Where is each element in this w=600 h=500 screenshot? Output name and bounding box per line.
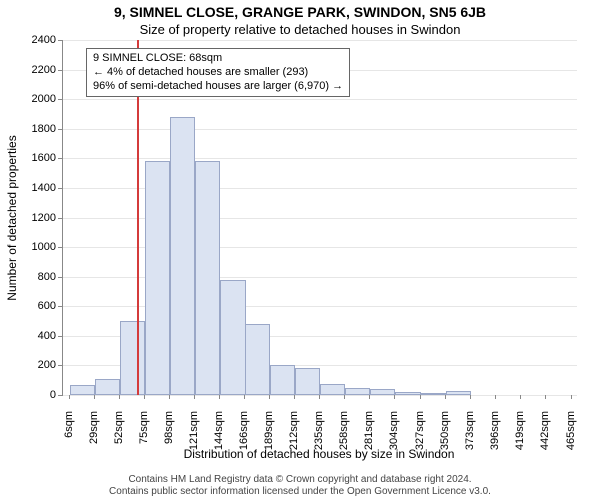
chart-title-main: 9, SIMNEL CLOSE, GRANGE PARK, SWINDON, S… — [0, 4, 600, 20]
annotation-line: 96% of semi-detached houses are larger (… — [93, 80, 343, 94]
gridline — [63, 247, 577, 248]
y-tick-label: 1400 — [18, 182, 56, 194]
footer-line-2: Contains public sector information licen… — [109, 486, 491, 497]
gridline — [63, 218, 577, 219]
y-tick-label: 0 — [18, 389, 56, 401]
histogram-bar — [195, 161, 220, 395]
x-tick-label: 144sqm — [213, 411, 225, 451]
gridline — [63, 306, 577, 307]
x-tick-label: 419sqm — [514, 411, 526, 451]
histogram-bar — [120, 321, 145, 395]
histogram-bar — [421, 393, 446, 395]
gridline — [63, 40, 577, 41]
x-tick-label: 281sqm — [363, 411, 375, 451]
histogram-bar — [220, 280, 245, 395]
y-tick-label: 2400 — [18, 34, 56, 46]
gridline — [63, 158, 577, 159]
histogram-bar — [245, 324, 270, 395]
x-tick-label: 304sqm — [388, 411, 400, 451]
histogram-bar — [395, 392, 420, 395]
y-tick-label: 2000 — [18, 93, 56, 105]
x-tick-label: 98sqm — [163, 411, 175, 451]
histogram-bar — [345, 388, 370, 395]
x-tick-label: 350sqm — [439, 411, 451, 451]
y-axis-label: Number of detached properties — [5, 135, 19, 300]
x-tick-label: 166sqm — [238, 411, 250, 451]
gridline — [63, 277, 577, 278]
histogram-bar — [95, 379, 120, 395]
x-tick-label: 52sqm — [113, 411, 125, 451]
chart-title-sub: Size of property relative to detached ho… — [0, 22, 600, 37]
gridline — [63, 99, 577, 100]
y-tick-label: 2200 — [18, 64, 56, 76]
x-tick-label: 327sqm — [414, 411, 426, 451]
y-tick-label: 1200 — [18, 212, 56, 224]
gridline — [63, 188, 577, 189]
gridline — [63, 129, 577, 130]
x-tick-label: 29sqm — [88, 411, 100, 451]
histogram-bar — [446, 391, 471, 395]
chart-root: 9, SIMNEL CLOSE, GRANGE PARK, SWINDON, S… — [0, 0, 600, 500]
y-tick-label: 800 — [18, 271, 56, 283]
footer-line-1: Contains HM Land Registry data © Crown c… — [128, 474, 471, 485]
histogram-bar — [320, 384, 345, 395]
annotation-line: 9 SIMNEL CLOSE: 68sqm — [93, 52, 343, 66]
x-tick-label: 373sqm — [464, 411, 476, 451]
x-tick-label: 212sqm — [288, 411, 300, 451]
histogram-bar — [370, 389, 395, 395]
footer-credits: Contains HM Land Registry data © Crown c… — [0, 474, 600, 498]
histogram-bar — [295, 368, 320, 395]
x-tick-label: 189sqm — [263, 411, 275, 451]
annotation-line: ← 4% of detached houses are smaller (293… — [93, 66, 343, 80]
histogram-bar — [270, 365, 295, 395]
y-tick-label: 400 — [18, 330, 56, 342]
x-tick-label: 442sqm — [539, 411, 551, 451]
x-tick-label: 258sqm — [338, 411, 350, 451]
y-tick-label: 600 — [18, 300, 56, 312]
x-tick-label: 75sqm — [138, 411, 150, 451]
x-tick-label: 396sqm — [489, 411, 501, 451]
y-tick-label: 200 — [18, 359, 56, 371]
histogram-bar — [170, 117, 195, 395]
histogram-bar — [145, 161, 170, 395]
y-tick-label: 1000 — [18, 241, 56, 253]
gridline — [63, 395, 577, 396]
y-tick-label: 1600 — [18, 152, 56, 164]
x-tick-label: 465sqm — [565, 411, 577, 451]
x-tick-label: 6sqm — [63, 411, 75, 451]
y-tick-label: 1800 — [18, 123, 56, 135]
annotation-box: 9 SIMNEL CLOSE: 68sqm← 4% of detached ho… — [86, 48, 350, 97]
x-tick-label: 235sqm — [313, 411, 325, 451]
x-tick-label: 121sqm — [188, 411, 200, 451]
histogram-bar — [70, 385, 95, 395]
